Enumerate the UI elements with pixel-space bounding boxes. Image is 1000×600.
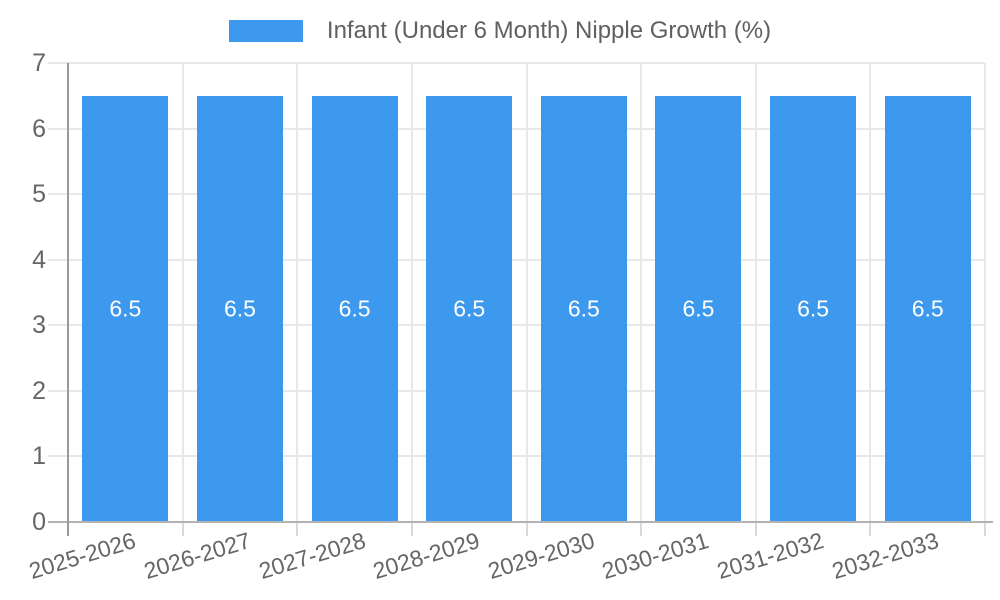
x-axis-tick xyxy=(984,522,986,536)
x-axis-category-label: 2030-2031 xyxy=(599,527,713,585)
y-gridline xyxy=(48,62,985,64)
x-axis-category-label: 2028-2029 xyxy=(369,527,483,585)
y-axis-tick-label: 7 xyxy=(32,49,46,77)
bar: 6.5 xyxy=(82,95,169,522)
bar-value-label: 6.5 xyxy=(338,295,371,322)
bar-value-label: 6.5 xyxy=(109,295,142,322)
x-axis-category-label: 2029-2030 xyxy=(484,527,598,585)
x-axis-tick xyxy=(296,522,299,536)
x-axis-tick xyxy=(525,522,528,536)
bar-value-label: 6.5 xyxy=(911,295,944,322)
x-axis-tick xyxy=(754,522,757,536)
x-gridline xyxy=(181,63,184,522)
y-axis-tick-label: 3 xyxy=(32,311,46,340)
x-gridline xyxy=(869,63,872,522)
y-axis-tick-label: 4 xyxy=(32,245,46,274)
x-axis-category-label: 2031-2032 xyxy=(713,527,827,585)
y-axis-line xyxy=(67,63,69,536)
y-gridline xyxy=(48,193,985,196)
x-axis-category-label: 2026-2027 xyxy=(140,527,254,585)
y-axis-tick-label: 5 xyxy=(32,180,46,209)
x-gridline xyxy=(640,63,643,522)
bar: 6.5 xyxy=(540,95,627,522)
x-axis-tick xyxy=(869,522,872,536)
bar: 6.5 xyxy=(770,95,857,522)
bar-value-label: 6.5 xyxy=(797,295,830,322)
x-gridline xyxy=(296,63,299,522)
x-axis-category-label: 2032-2033 xyxy=(828,527,942,585)
x-axis-category-label: 2027-2028 xyxy=(255,527,369,585)
bar: 6.5 xyxy=(311,95,398,522)
y-axis-tick-label: 1 xyxy=(32,442,46,471)
y-gridline xyxy=(48,324,985,327)
bar-value-label: 6.5 xyxy=(682,295,715,322)
x-gridline xyxy=(525,63,528,522)
legend[interactable]: Infant (Under 6 Month) Nipple Growth (%) xyxy=(0,16,1000,46)
y-axis-tick-label: 2 xyxy=(32,376,46,405)
y-gridline xyxy=(48,455,985,458)
legend-swatch xyxy=(228,20,303,42)
x-gridline xyxy=(410,63,413,522)
bar-value-label: 6.5 xyxy=(223,295,256,322)
x-axis-tick xyxy=(410,522,413,536)
y-axis-tick-label: 6 xyxy=(32,114,46,143)
x-gridline xyxy=(984,63,986,522)
bar: 6.5 xyxy=(655,95,742,522)
y-gridline xyxy=(48,127,985,130)
bar: 6.5 xyxy=(426,95,513,522)
bar: 6.5 xyxy=(196,95,283,522)
x-axis-baseline xyxy=(48,521,993,523)
x-gridline xyxy=(754,63,757,522)
y-gridline xyxy=(48,389,985,392)
bar-value-label: 6.5 xyxy=(453,295,486,322)
bar: 6.5 xyxy=(884,95,971,522)
x-axis-tick xyxy=(181,522,184,536)
legend-label: Infant (Under 6 Month) Nipple Growth (%) xyxy=(326,17,772,44)
x-axis-tick xyxy=(640,522,643,536)
y-axis-tick-label: 0 xyxy=(32,508,46,536)
y-gridline xyxy=(48,258,985,261)
bar-value-label: 6.5 xyxy=(567,295,600,322)
